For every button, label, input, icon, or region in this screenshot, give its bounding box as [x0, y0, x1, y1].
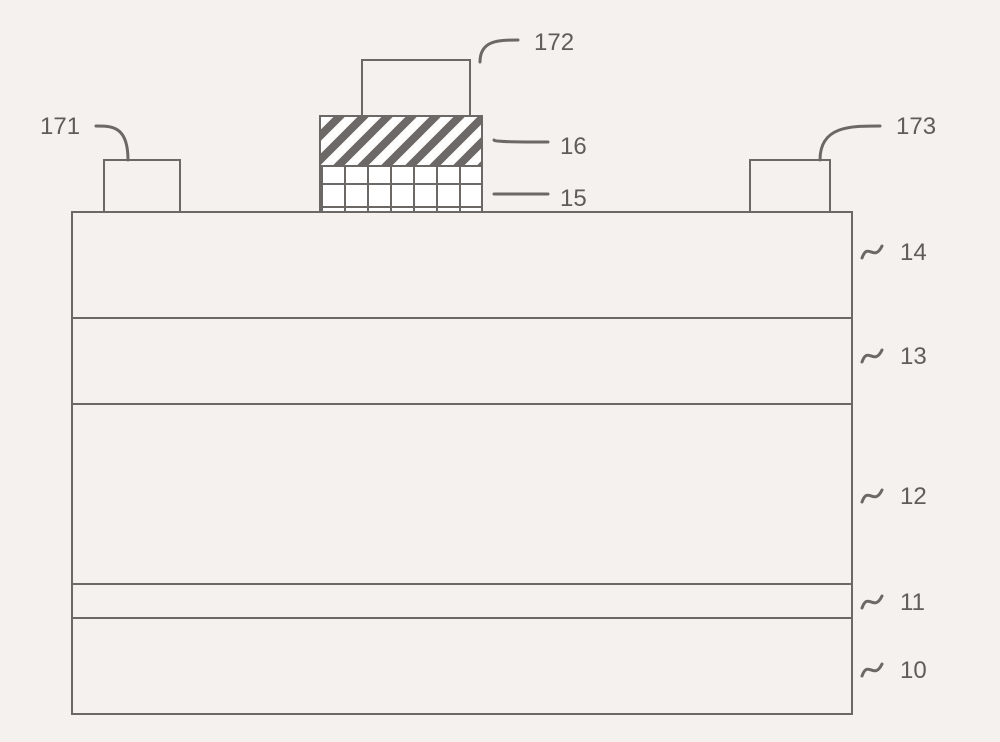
label-10: 10 — [900, 657, 927, 684]
leader-173 — [820, 126, 880, 160]
leader-172 — [480, 40, 518, 62]
layer-11 — [72, 584, 852, 618]
label-leaders — [96, 40, 882, 676]
leader-14 — [862, 246, 882, 258]
semiconductor-cross-section-diagram: 10 11 12 13 14 15 16 171 172 173 — [0, 0, 1000, 742]
block_16 — [320, 116, 482, 166]
label-16: 16 — [560, 133, 587, 160]
leader-10 — [862, 664, 882, 676]
block_171 — [104, 160, 180, 212]
block_173 — [750, 160, 830, 212]
leader-16 — [494, 140, 548, 142]
layer-10 — [72, 618, 852, 714]
leader-13 — [862, 350, 882, 362]
label-13: 13 — [900, 343, 927, 370]
labels: 10 11 12 13 14 15 16 171 172 173 — [40, 29, 936, 684]
layer-12 — [72, 404, 852, 584]
block_15 — [320, 166, 482, 212]
top-blocks — [104, 60, 830, 212]
label-15: 15 — [560, 185, 587, 212]
leader-12 — [862, 490, 882, 502]
layer-14 — [72, 212, 852, 318]
layer-13 — [72, 318, 852, 404]
label-14: 14 — [900, 239, 927, 266]
label-173: 173 — [896, 113, 936, 140]
label-172: 172 — [534, 29, 574, 56]
label-11: 11 — [900, 589, 925, 616]
block_172 — [362, 60, 470, 116]
label-171: 171 — [40, 113, 80, 140]
leader-11 — [862, 596, 882, 608]
stack-layers — [72, 212, 852, 714]
label-12: 12 — [900, 483, 927, 510]
leader-171 — [96, 126, 128, 160]
